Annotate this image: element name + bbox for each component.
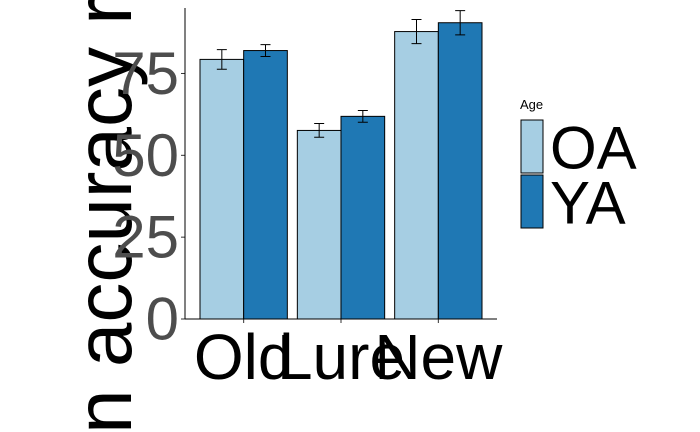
y-tick-label: 50: [112, 122, 179, 189]
bar: [243, 50, 288, 320]
x-tick-label: Lure: [277, 321, 405, 393]
y-axis-title: an accuracy ra: [59, 0, 148, 432]
legend-key: [520, 119, 544, 174]
bar: [296, 129, 342, 320]
legend-label: OA: [550, 115, 637, 182]
bar: [199, 58, 245, 320]
y-tick-label: 0: [146, 286, 179, 353]
error-bar: [455, 10, 466, 36]
legend-key: [520, 174, 544, 229]
y-tick-label: 75: [112, 40, 179, 107]
bar: [394, 31, 439, 320]
error-bar: [357, 109, 368, 123]
x-tick-label: New: [374, 321, 503, 393]
bar: [340, 115, 386, 320]
legend-title: Age: [520, 97, 543, 112]
error-bar: [411, 18, 422, 45]
error-bar: [314, 123, 325, 138]
legend-label: YA: [550, 170, 626, 237]
y-tick-label: 25: [112, 204, 179, 271]
bar: [437, 22, 483, 320]
x-tick-label: Old: [194, 321, 294, 393]
error-bar: [216, 49, 227, 70]
error-bar: [260, 44, 271, 57]
